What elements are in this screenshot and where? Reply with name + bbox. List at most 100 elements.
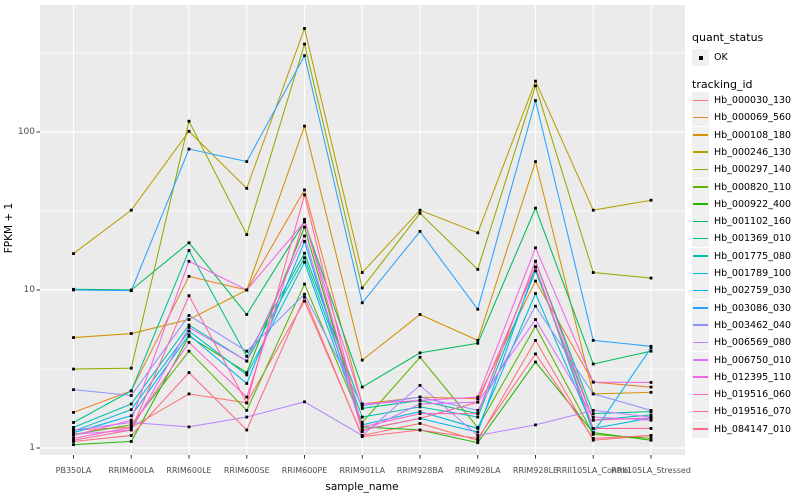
- data-point-marker: [187, 325, 191, 329]
- data-point-marker: [418, 405, 422, 409]
- data-point-marker: [649, 413, 653, 417]
- data-point-marker: [418, 422, 422, 425]
- data-point-marker: [245, 371, 249, 375]
- data-point-marker: [187, 340, 191, 344]
- data-point-marker: [72, 437, 75, 440]
- legend-key-box: [692, 126, 709, 144]
- data-point-marker: [303, 217, 306, 221]
- data-point-marker: [534, 259, 537, 263]
- data-point-marker: [534, 160, 537, 163]
- legend-label: Hb_000922_400: [714, 198, 792, 210]
- legend-color-line-icon: [693, 237, 708, 240]
- data-point-marker: [534, 318, 537, 321]
- legend-color-line-icon: [693, 341, 708, 344]
- data-point-marker: [418, 395, 422, 399]
- data-point-marker: [418, 351, 422, 355]
- legend-color-line-icon: [693, 376, 708, 378]
- legend-label: OK: [714, 52, 728, 63]
- legend-label: Hb_001102_160: [714, 216, 792, 228]
- ok-point-icon: [699, 56, 703, 60]
- legend-key-box: [692, 368, 709, 386]
- legend-color-line-icon: [693, 203, 708, 205]
- data-point-marker: [534, 324, 537, 328]
- data-point-marker: [534, 279, 537, 283]
- data-point-marker: [303, 124, 306, 128]
- data-point-marker: [245, 233, 249, 237]
- legend-item-Hb_000030_130: Hb_000030_130: [692, 92, 791, 109]
- legend-label: Hb_003086_030: [714, 302, 792, 314]
- legend-item-Hb_000820_110: Hb_000820_110: [692, 178, 791, 196]
- data-point-marker: [476, 268, 480, 271]
- legend-item-Hb_012395_110: Hb_012395_110: [692, 368, 791, 386]
- data-point-marker: [245, 401, 249, 405]
- legend-key-box: [692, 161, 709, 179]
- data-point-marker: [418, 211, 422, 215]
- data-point-marker: [303, 251, 306, 255]
- x-axis-title: sample_name: [325, 481, 399, 493]
- data-point-marker: [187, 392, 191, 396]
- data-point-marker: [591, 392, 595, 396]
- data-point-marker: [187, 241, 191, 245]
- data-point-marker: [187, 371, 191, 375]
- data-point-marker: [129, 394, 133, 397]
- legend-label: Hb_002759_030: [714, 285, 792, 297]
- data-point-marker: [418, 416, 422, 420]
- data-point-marker: [245, 428, 249, 432]
- data-point-marker: [476, 438, 480, 442]
- data-point-marker: [360, 423, 364, 427]
- data-point-marker: [476, 412, 480, 416]
- data-point-marker: [360, 404, 364, 408]
- data-point-marker: [418, 313, 422, 316]
- data-point-marker: [245, 415, 249, 419]
- legend-color-line-icon: [693, 410, 708, 413]
- legend-key-box: [692, 299, 709, 317]
- data-point-marker: [591, 338, 595, 342]
- legend-color-line-icon: [693, 272, 708, 275]
- legend-key-box: [692, 386, 709, 404]
- data-point-marker: [72, 336, 75, 339]
- legend-color-line-icon: [693, 99, 708, 102]
- data-point-marker: [303, 193, 306, 197]
- data-point-marker: [303, 27, 306, 30]
- legend-item-Hb_001102_160: Hb_001102_160: [692, 213, 792, 231]
- legend-key-box: [692, 334, 709, 352]
- data-point-marker: [649, 438, 653, 442]
- data-point-marker: [129, 423, 133, 427]
- x-tick-label: RRIM928LA: [454, 466, 501, 475]
- data-point-marker: [418, 208, 422, 212]
- legend-item-Hb_001369_010: Hb_001369_010: [692, 230, 791, 248]
- data-point-marker: [534, 360, 537, 364]
- legend-label: Hb_006569_080: [714, 337, 792, 349]
- data-point-marker: [649, 198, 653, 202]
- data-point-marker: [72, 411, 75, 414]
- data-point-marker: [591, 380, 595, 384]
- data-point-marker: [72, 252, 75, 255]
- legend-item-Hb_000069_560: Hb_000069_560: [692, 109, 791, 127]
- legend-key-box: [692, 178, 709, 196]
- data-point-marker: [129, 208, 133, 212]
- legend-item-Hb_019516_070: Hb_019516_070: [692, 403, 791, 421]
- y-tick-label: 100: [17, 126, 35, 137]
- legend-color-line-icon: [693, 324, 708, 326]
- data-point-marker: [303, 260, 306, 264]
- data-point-marker: [72, 428, 75, 432]
- legend-key-box: [692, 282, 709, 300]
- x-tick-label: RRIM901LA: [339, 466, 386, 475]
- legend-label: Hb_084147_010: [714, 423, 792, 435]
- data-point-marker: [245, 313, 249, 316]
- x-tick-label: RRIM600SE: [223, 466, 270, 475]
- legend-label: Hb_001789_100: [714, 268, 792, 279]
- data-point-marker: [129, 408, 133, 411]
- legend-item-Hb_000297_140: Hb_000297_140: [692, 161, 791, 179]
- data-point-marker: [360, 286, 364, 290]
- data-point-marker: [649, 434, 653, 437]
- data-point-marker: [360, 271, 364, 274]
- data-point-marker: [303, 188, 306, 192]
- data-point-marker: [649, 381, 653, 384]
- data-point-marker: [187, 318, 191, 321]
- data-point-marker: [72, 367, 75, 371]
- data-point-marker: [245, 359, 249, 363]
- data-point-marker: [360, 421, 364, 424]
- x-tick-label: RRII105LA_Stressed: [611, 466, 691, 475]
